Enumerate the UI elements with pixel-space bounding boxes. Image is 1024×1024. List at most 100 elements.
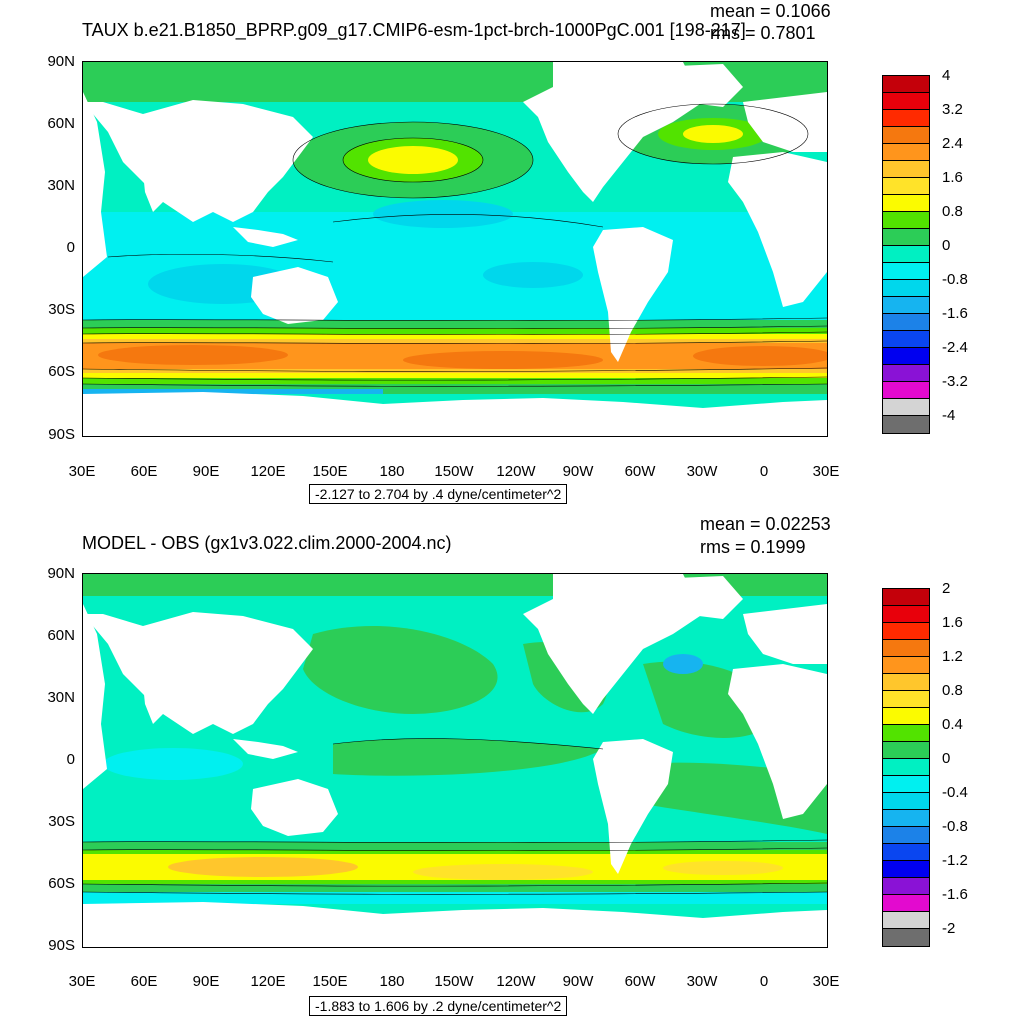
panel-title: TAUX b.e21.B1850_BPRP.g09_g17.CMIP6-esm-… (82, 20, 746, 40)
lat-tick: 30S (48, 301, 75, 318)
lon-tick: 150W (434, 463, 474, 480)
lon-tick: 30W (686, 463, 718, 480)
lon-tick: 30E (68, 463, 96, 480)
colorbar-swatch (883, 382, 929, 399)
north-america (523, 574, 703, 714)
colorbar-swatch (883, 776, 929, 793)
lon-tick: 0 (759, 973, 769, 990)
contour-lines (83, 103, 827, 387)
colorbar-label: 4 (942, 67, 951, 84)
colorbar-swatch (883, 589, 929, 606)
map-field (83, 62, 827, 436)
bias-negative (103, 748, 243, 780)
lon-tick: 120E (250, 973, 286, 990)
colorbar-swatch (883, 861, 929, 878)
colorbar-swatch (883, 691, 929, 708)
india (143, 684, 168, 724)
lat-tick: 30N (47, 689, 75, 706)
lon-tick: 60W (624, 463, 656, 480)
colorbar-swatch (883, 895, 929, 912)
maritime-continent (233, 227, 298, 247)
panel-title: MODEL - OBS (gx1v3.022.clim.2000-2004.nc… (82, 533, 452, 553)
colorbar-swatch (883, 195, 929, 212)
trade-wind-core (483, 262, 583, 288)
australia (251, 779, 338, 836)
colorbar-swatch (883, 246, 929, 263)
lat-tick: 90S (48, 937, 75, 954)
africa-east (728, 152, 827, 307)
colorbar-swatch (883, 93, 929, 110)
lon-tick: 60W (624, 973, 656, 990)
contour-range: -2.127 to 2.704 by .4 dyne/centimeter^2 (309, 484, 568, 504)
lat-tick: 30N (47, 177, 75, 194)
lon-tick: 30E (68, 973, 96, 990)
colorbar-label: -2 (942, 920, 956, 937)
colorbar-swatch (883, 331, 929, 348)
india (143, 172, 168, 212)
mean-value: mean = 0.02253 (700, 514, 831, 534)
colorbar-swatch (883, 110, 929, 127)
lat-tick: 90N (47, 565, 75, 582)
colorbar-swatch (883, 878, 929, 895)
colorbar-swatch (883, 844, 929, 861)
map-plot (82, 61, 828, 437)
colorbar-swatch (883, 314, 929, 331)
bias-positive (333, 738, 603, 776)
colorbar-label: 0.8 (942, 203, 963, 220)
lon-tick: 90W (562, 973, 594, 990)
colorbar (882, 588, 930, 947)
colorbar-label: 0 (942, 750, 951, 767)
lon-tick: 120E (250, 463, 286, 480)
so-jet-max (98, 345, 288, 365)
antarctica (83, 902, 827, 947)
antarctic-coast (83, 892, 827, 904)
rms-value: rms = 0.7801 (710, 23, 816, 43)
colorbar-label: 1.6 (942, 169, 963, 186)
colorbar-swatch (883, 229, 929, 246)
antarctica (83, 392, 827, 436)
so-jet-max (403, 351, 603, 369)
lat-tick: 0 (66, 239, 75, 256)
colorbar-swatch (883, 365, 929, 382)
westerlies-npac-max (368, 146, 458, 174)
europe (743, 604, 827, 664)
colorbar (882, 75, 930, 434)
colorbar-label: 0.4 (942, 716, 963, 733)
colorbar-swatch (883, 127, 929, 144)
colorbar-swatch (883, 399, 929, 416)
colorbar-swatch (883, 606, 929, 623)
so-bias-max (413, 864, 593, 880)
colorbar-swatch (883, 742, 929, 759)
so-bias-max (663, 861, 783, 875)
lon-tick: 90E (192, 463, 220, 480)
colorbar-label: -1.6 (942, 305, 968, 322)
eurasia (83, 62, 313, 222)
lon-tick: 120W (496, 463, 536, 480)
colorbar-label: 2 (942, 580, 951, 597)
colorbar-swatch (883, 297, 929, 314)
africa-east (728, 664, 827, 819)
trade-wind-core (373, 200, 513, 228)
colorbar-label: -0.8 (942, 271, 968, 288)
contour-range: -1.883 to 1.606 by .2 dyne/centimeter^2 (309, 996, 568, 1016)
lon-tick: 60E (130, 463, 158, 480)
colorbar-label: -4 (942, 407, 956, 424)
mean-value: mean = 0.1066 (710, 1, 831, 21)
map-field (83, 574, 827, 947)
colorbar-label: 2.4 (942, 135, 963, 152)
antarctic-coast (83, 384, 827, 394)
lon-tick: 150E (312, 973, 348, 990)
antarctic-easterlies (83, 389, 383, 394)
lon-tick: 180 (379, 973, 405, 990)
colorbar-swatch (883, 759, 929, 776)
colorbar-swatch (883, 348, 929, 365)
lon-tick: 0 (759, 463, 769, 480)
colorbar-swatch (883, 912, 929, 929)
south-america (593, 739, 673, 874)
colorbar-label: -0.8 (942, 818, 968, 835)
colorbar-swatch (883, 827, 929, 844)
colorbar-swatch (883, 263, 929, 280)
rms-value: rms = 0.1999 (700, 537, 806, 557)
colorbar-label: 0.8 (942, 682, 963, 699)
colorbar-swatch (883, 810, 929, 827)
